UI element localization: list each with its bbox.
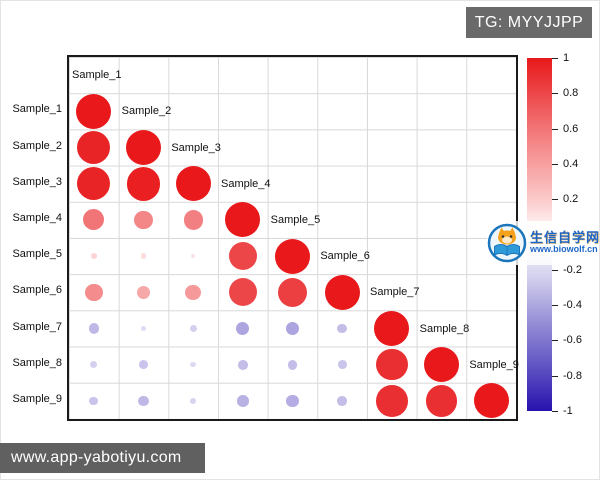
corr-circle [126, 166, 161, 201]
row-label: Sample_7 [12, 320, 62, 333]
watermark-site-name: 生信自学网 [530, 230, 600, 246]
colorbar-tick [552, 340, 558, 342]
colorbar-tick-label: -1 [563, 405, 573, 417]
colorbar-tick-label: -0.2 [563, 263, 582, 276]
fox-reading-book-logo-icon [487, 223, 527, 263]
colorbar-tick [552, 163, 558, 165]
footer-bar: www.app-yabotiyu.com [0, 443, 205, 473]
watermark: 生信自学网 www.biowolf.cn [487, 221, 599, 265]
colorbar-tick [552, 411, 558, 412]
row-label: Sample_3 [12, 175, 62, 188]
corr-circle [185, 284, 201, 300]
row-labels: Sample_1 Sample_2 Sample_3 Sample_4 Sample_5… [0, 55, 62, 417]
colorbar-tick-label: 0.6 [563, 122, 579, 135]
colorbar-tick-label: 0.8 [563, 87, 579, 100]
colorbar-tick-label: -0.8 [563, 369, 582, 382]
corr-circle [424, 347, 459, 383]
diagonal-label: Sample_5 [270, 213, 321, 226]
row-label: Sample_8 [12, 356, 62, 369]
diagonal-label: Sample_8 [419, 322, 470, 335]
colorbar-tick [552, 269, 558, 271]
corr-circle [374, 311, 410, 346]
row-label: Sample_1 [12, 103, 62, 116]
corr-circle [190, 397, 197, 405]
colorbar-tick [552, 375, 558, 377]
corr-circle [138, 395, 149, 407]
diagonal-label: Sample_2 [121, 105, 172, 118]
corr-circle [236, 321, 250, 336]
corr-circle [140, 325, 147, 332]
corr-circle [90, 361, 98, 369]
corr-circle [85, 283, 103, 302]
corr-circle [376, 348, 408, 381]
corr-circle [140, 253, 147, 259]
corr-circle [337, 396, 348, 406]
corr-circle [228, 242, 257, 271]
colorbar-tick [552, 199, 558, 201]
corr-circle [337, 323, 348, 334]
corr-circle [285, 321, 300, 336]
diagonal-label: Sample_7 [370, 286, 420, 299]
diagonal-label: Sample_1 [72, 69, 122, 82]
corr-circle [183, 210, 203, 230]
corr-circle [277, 277, 308, 307]
row-label: Sample_5 [12, 248, 62, 261]
watermark-texts: 生信自学网 www.biowolf.cn [530, 231, 600, 254]
corr-circle [83, 209, 105, 231]
corr-circle [88, 323, 100, 334]
row-label: Sample_6 [12, 284, 62, 297]
corr-circle [126, 130, 161, 165]
corr-circle [175, 166, 211, 202]
footer-site-label: www.app-yabotiyu.com [11, 449, 182, 466]
diagonal-label: Sample_3 [171, 141, 221, 154]
corr-circle [287, 359, 298, 370]
corr-circle [425, 385, 458, 417]
colorbar-tick-label: 0.4 [563, 157, 579, 170]
corr-circle [134, 210, 153, 229]
row-label: Sample_4 [12, 211, 62, 224]
corr-circle [136, 285, 151, 299]
tg-badge-label: TG: MYYJJPP [474, 13, 584, 31]
corr-circle [190, 361, 196, 368]
corr-circle [90, 252, 97, 260]
corr-circle [473, 383, 509, 419]
corr-circle [237, 359, 248, 370]
colorbar-tick-label: 0.2 [563, 193, 579, 206]
corr-circle [324, 274, 360, 310]
colorbar-tick [552, 93, 558, 95]
row-label: Sample_2 [12, 139, 62, 152]
colorbar-tick [552, 305, 558, 307]
corr-circle [237, 395, 249, 407]
corr-circle [275, 238, 310, 274]
corr-circle [337, 360, 347, 370]
corr-circle [76, 93, 112, 129]
corr-circle [89, 396, 99, 406]
corr-circle [77, 130, 111, 165]
corr-circle [225, 202, 261, 238]
colorbar-tick-label: -0.6 [563, 334, 582, 347]
corr-circle [189, 325, 197, 332]
diagonal-label: Sample_4 [221, 177, 271, 190]
corr-circle [228, 278, 257, 307]
corr-circle [376, 385, 408, 417]
correlation-plot: Sample_1 Sample_2 Sample_3 Sample_4 Sample_5… [67, 55, 519, 421]
row-label: Sample_9 [12, 392, 62, 405]
colorbar-tick-label: 1 [563, 52, 570, 64]
diagonal-label: Sample_6 [320, 250, 370, 263]
corr-circle [286, 394, 299, 408]
corr-circle [139, 360, 148, 370]
watermark-site-url: www.biowolf.cn [530, 244, 598, 255]
tg-badge: TG: MYYJJPP [466, 7, 592, 38]
corr-circle [190, 253, 196, 259]
colorbar-tick [552, 58, 558, 59]
colorbar-tick [552, 128, 558, 130]
corr-circle [77, 167, 111, 201]
diagonal-label: Sample_9 [469, 358, 519, 371]
colorbar-tick-label: -0.4 [563, 299, 582, 312]
